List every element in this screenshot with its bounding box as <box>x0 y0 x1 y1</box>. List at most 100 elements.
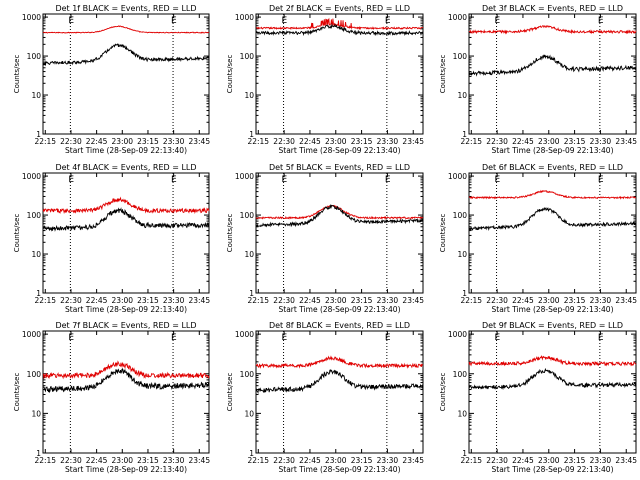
x-tick-label: 23:00 <box>538 296 560 305</box>
plot-panel-9: Det 9f BLACK = Events, RED = LLD E E 1 10 100… <box>439 321 637 474</box>
marker-label: E <box>495 333 501 343</box>
lld-series-line <box>255 355 424 369</box>
x-tick-label: 22:30 <box>60 456 82 465</box>
y-tick-label: 10 <box>244 91 254 100</box>
events-series-line <box>468 206 637 232</box>
x-axis-label: Start Time (28-Sep-09 22:13:40) <box>279 305 401 314</box>
lld-series-line <box>468 25 637 35</box>
marker-label: E <box>68 175 74 185</box>
plot-title: Det 6f BLACK = Events, RED = LLD <box>482 163 623 172</box>
x-tick-label: 23:15 <box>137 137 159 146</box>
x-tick-label: 23:15 <box>137 296 159 305</box>
x-tick-label: 23:45 <box>615 296 637 305</box>
x-tick-label: 22:45 <box>299 137 321 146</box>
x-tick-label: 23:30 <box>590 456 612 465</box>
x-tick-label: 23:30 <box>163 137 185 146</box>
x-axis-label: Start Time (28-Sep-09 22:13:40) <box>65 465 187 474</box>
x-tick-label: 22:15 <box>34 296 56 305</box>
x-axis-label: Start Time (28-Sep-09 22:13:40) <box>492 305 614 314</box>
y-tick-label: 1000 <box>22 330 41 339</box>
plot-frame <box>468 172 637 294</box>
y-tick-label: 1 <box>249 289 254 298</box>
marker-label: E <box>598 175 604 185</box>
x-tick-label: 22:15 <box>247 456 269 465</box>
y-tick-label: 1 <box>36 289 41 298</box>
marker-label: E <box>282 333 288 343</box>
y-tick-label: 100 <box>27 52 42 61</box>
y-tick-label: 1 <box>462 289 467 298</box>
x-tick-label: 22:45 <box>299 456 321 465</box>
x-tick-label: 23:30 <box>377 296 399 305</box>
events-series-line <box>255 22 424 37</box>
y-tick-label: 1000 <box>235 172 254 181</box>
x-tick-label: 23:00 <box>111 137 133 146</box>
x-tick-label: 23:00 <box>538 456 560 465</box>
x-tick-label: 22:45 <box>86 456 108 465</box>
plot-frame <box>255 330 424 454</box>
x-tick-label: 22:30 <box>273 137 295 146</box>
x-tick-label: 22:30 <box>273 456 295 465</box>
x-tick-label: 23:30 <box>590 137 612 146</box>
marker-label: E <box>68 333 74 343</box>
y-tick-label: 10 <box>31 91 41 100</box>
y-tick-label: 1000 <box>448 13 467 22</box>
x-tick-label: 23:45 <box>188 296 210 305</box>
y-tick-label: 100 <box>240 52 255 61</box>
x-tick-label: 23:45 <box>188 137 210 146</box>
x-tick-label: 22:15 <box>247 296 269 305</box>
y-tick-label: 100 <box>453 370 468 379</box>
plot-frame <box>255 13 424 135</box>
plot-panel-2: Det 2f BLACK = Events, RED = LLD E E 1 10 100… <box>226 4 424 155</box>
plot-panel-3: Det 3f BLACK = Events, RED = LLD E E 1 10 100… <box>439 4 637 155</box>
x-tick-label: 23:45 <box>402 137 424 146</box>
x-tick-label: 23:30 <box>377 456 399 465</box>
marker-label: E <box>68 16 74 26</box>
marker-label: E <box>598 16 604 26</box>
plot-frame <box>42 13 210 135</box>
y-axis-label: Counts/sec <box>13 55 21 94</box>
lld-series-line <box>42 360 210 380</box>
y-tick-label: 1000 <box>235 330 254 339</box>
plot-title: Det 1f BLACK = Events, RED = LLD <box>55 4 196 13</box>
y-axis-label: Counts/sec <box>439 214 447 253</box>
marker-label: E <box>282 16 288 26</box>
plot-frame <box>468 13 637 135</box>
y-tick-label: 1 <box>249 449 254 458</box>
events-series-line <box>255 203 424 228</box>
x-tick-label: 23:30 <box>163 296 185 305</box>
x-tick-label: 23:45 <box>188 456 210 465</box>
lld-series-line <box>42 25 210 34</box>
marker-label: E <box>385 333 391 343</box>
marker-label: E <box>385 175 391 185</box>
x-tick-label: 23:45 <box>615 137 637 146</box>
x-axis-label: Start Time (28-Sep-09 22:13:40) <box>279 465 401 474</box>
x-tick-label: 23:30 <box>377 137 399 146</box>
plot-panel-5: Det 5f BLACK = Events, RED = LLD E E 1 10 100… <box>226 163 424 314</box>
x-tick-label: 22:30 <box>486 296 508 305</box>
y-axis-label: Counts/sec <box>13 373 21 412</box>
x-tick-label: 23:45 <box>615 456 637 465</box>
x-tick-label: 23:15 <box>137 456 159 465</box>
y-axis-label: Counts/sec <box>13 214 21 253</box>
x-tick-label: 23:00 <box>538 137 560 146</box>
x-tick-label: 22:30 <box>60 296 82 305</box>
y-axis-label: Counts/sec <box>226 373 234 412</box>
x-tick-label: 23:00 <box>325 456 347 465</box>
y-tick-label: 10 <box>244 250 254 259</box>
x-tick-label: 22:15 <box>460 137 482 146</box>
y-tick-label: 100 <box>27 370 42 379</box>
x-tick-label: 23:30 <box>163 456 185 465</box>
marker-label: E <box>598 333 604 343</box>
y-tick-label: 10 <box>457 91 467 100</box>
y-tick-label: 1 <box>462 449 467 458</box>
y-tick-label: 10 <box>31 409 41 418</box>
y-tick-label: 1 <box>36 449 41 458</box>
y-tick-label: 100 <box>240 211 255 220</box>
plot-frame <box>255 172 424 294</box>
x-tick-label: 22:15 <box>460 296 482 305</box>
x-tick-label: 22:45 <box>86 137 108 146</box>
marker-label: E <box>171 333 177 343</box>
x-tick-label: 23:45 <box>402 296 424 305</box>
x-tick-label: 23:45 <box>402 456 424 465</box>
y-tick-label: 1 <box>249 130 254 139</box>
